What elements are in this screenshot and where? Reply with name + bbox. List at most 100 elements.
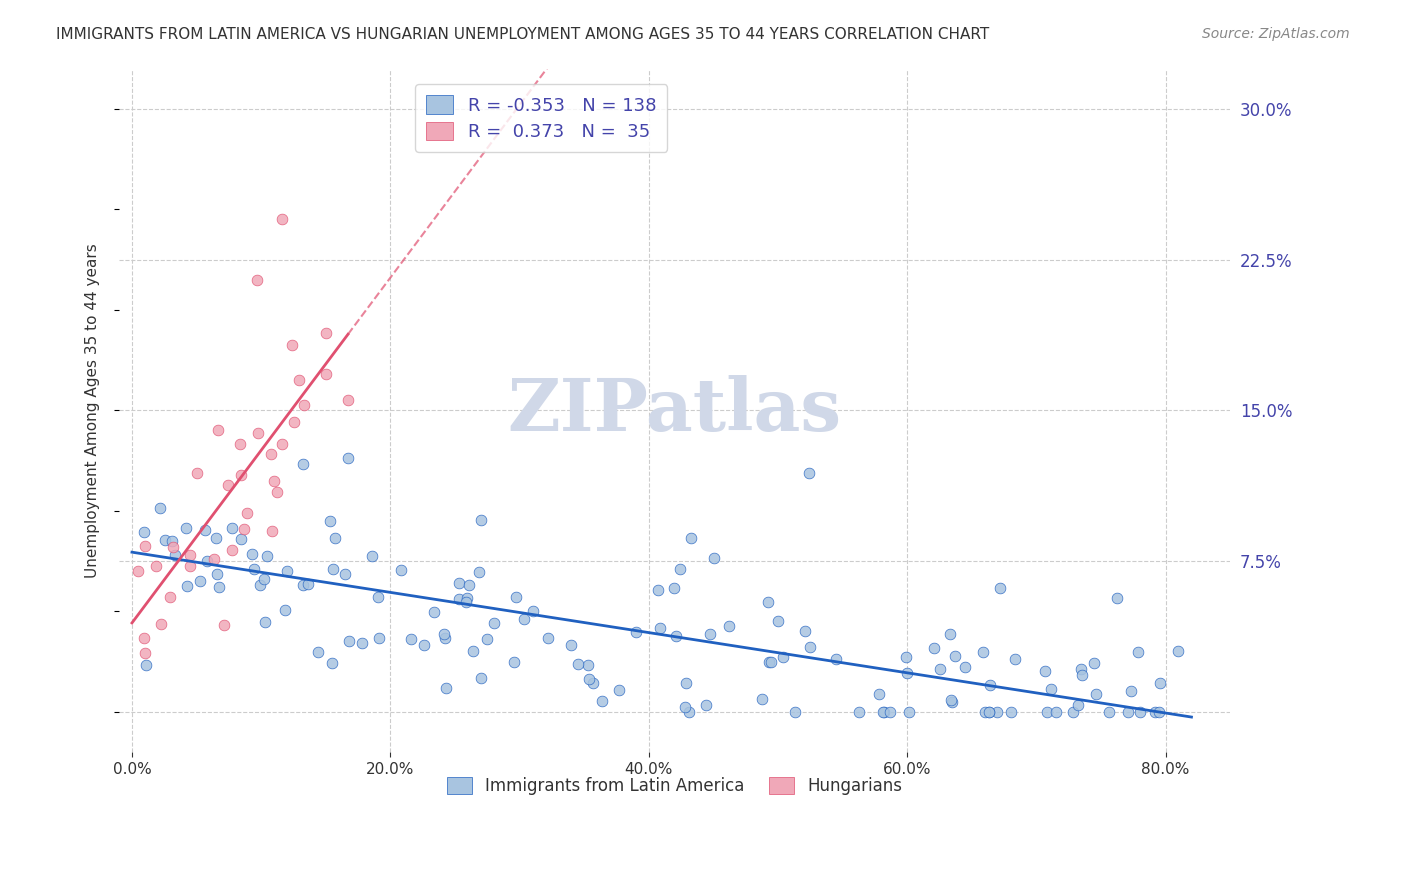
Point — [149, 501, 172, 516]
Point — [979, 705, 1001, 719]
Point — [972, 645, 994, 659]
Point — [537, 631, 560, 645]
Point — [159, 590, 181, 604]
Point — [291, 457, 314, 471]
Point — [679, 531, 702, 545]
Point — [434, 681, 457, 695]
Point — [751, 691, 773, 706]
Point — [662, 582, 685, 596]
Point — [134, 646, 156, 660]
Point — [695, 698, 717, 712]
Point — [624, 624, 647, 639]
Point — [1129, 705, 1152, 719]
Point — [253, 615, 276, 629]
Point — [470, 671, 492, 685]
Point — [202, 551, 225, 566]
Point — [703, 551, 725, 566]
Point — [758, 655, 780, 669]
Point — [229, 467, 252, 482]
Point — [322, 561, 344, 575]
Point — [458, 578, 481, 592]
Text: IMMIGRANTS FROM LATIN AMERICA VS HUNGARIAN UNEMPLOYMENT AMONG AGES 35 TO 44 YEAR: IMMIGRANTS FROM LATIN AMERICA VS HUNGARI… — [56, 27, 990, 42]
Point — [270, 437, 292, 451]
Point — [894, 650, 917, 665]
Point — [449, 592, 471, 607]
Point — [607, 683, 630, 698]
Point — [1071, 668, 1094, 682]
Point — [522, 604, 544, 618]
Point — [979, 678, 1001, 692]
Point — [470, 513, 492, 527]
Point — [246, 273, 269, 287]
Point — [145, 559, 167, 574]
Point — [1070, 662, 1092, 676]
Point — [236, 506, 259, 520]
Point — [337, 392, 360, 407]
Point — [648, 621, 671, 635]
Point — [1167, 644, 1189, 658]
Point — [675, 676, 697, 690]
Point — [134, 524, 156, 539]
Point — [761, 656, 783, 670]
Point — [253, 572, 276, 586]
Point — [413, 638, 436, 652]
Point — [229, 436, 252, 450]
Point — [1098, 705, 1121, 719]
Point — [898, 705, 921, 719]
Point — [799, 640, 821, 655]
Point — [194, 523, 217, 537]
Point — [256, 549, 278, 563]
Point — [337, 634, 360, 648]
Point — [879, 705, 901, 719]
Point — [262, 524, 284, 538]
Point — [939, 627, 962, 641]
Point — [207, 423, 229, 437]
Point — [221, 543, 243, 558]
Point — [368, 632, 391, 646]
Point — [482, 616, 505, 631]
Point — [943, 649, 966, 664]
Point — [669, 561, 692, 575]
Point — [868, 687, 890, 701]
Point — [195, 554, 218, 568]
Point — [973, 705, 995, 719]
Point — [468, 565, 491, 579]
Point — [922, 640, 945, 655]
Point — [321, 656, 343, 670]
Point — [766, 614, 789, 628]
Point — [315, 326, 337, 340]
Point — [1036, 705, 1059, 719]
Point — [1067, 698, 1090, 713]
Point — [1085, 687, 1108, 701]
Point — [434, 632, 457, 646]
Point — [149, 617, 172, 632]
Point — [266, 484, 288, 499]
Point — [176, 579, 198, 593]
Point — [217, 478, 239, 492]
Point — [873, 705, 896, 719]
Point — [271, 212, 294, 227]
Point — [1004, 652, 1026, 666]
Point — [163, 548, 186, 562]
Point — [233, 523, 256, 537]
Point — [503, 655, 526, 669]
Point — [432, 627, 454, 641]
Point — [928, 662, 950, 676]
Point — [1045, 705, 1067, 719]
Point — [135, 658, 157, 673]
Point — [162, 540, 184, 554]
Point — [505, 590, 527, 604]
Point — [174, 521, 197, 535]
Point — [179, 548, 201, 562]
Point — [231, 532, 253, 546]
Point — [475, 632, 498, 646]
Point — [896, 665, 918, 680]
Point — [263, 474, 285, 488]
Point — [578, 673, 600, 687]
Point — [212, 618, 235, 632]
Point — [288, 373, 311, 387]
Point — [718, 619, 741, 633]
Point — [647, 583, 669, 598]
Point — [454, 595, 477, 609]
Point — [134, 539, 156, 553]
